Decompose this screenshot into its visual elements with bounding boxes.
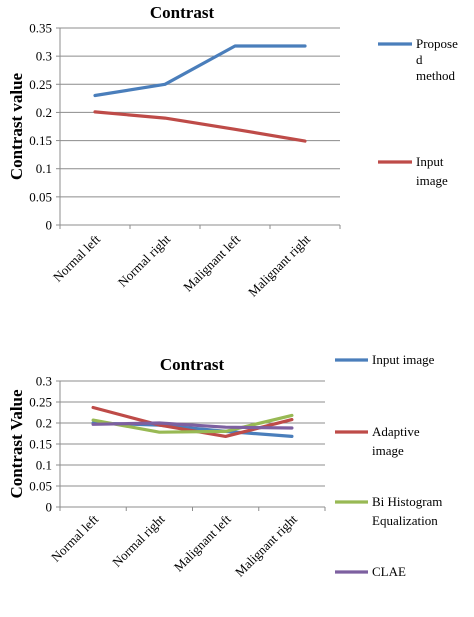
legend-label: Propose (416, 36, 458, 51)
y-tick-label: 0.1 (36, 161, 52, 176)
y-axis-label: Contrast value (7, 72, 26, 180)
y-tick-label: 0.1 (36, 458, 52, 473)
chart-1: Contrast Contrast value 0 0.05 0.1 0.15 0.2 0.2… (7, 3, 458, 300)
y-tick-label: 0 (46, 218, 53, 233)
y-tick-label: 0.25 (29, 395, 52, 410)
legend-label: d (416, 52, 423, 67)
y-tick-label: 0.3 (36, 374, 52, 389)
legend-label: Bi Histogram (372, 494, 442, 509)
series-line (93, 44, 307, 98)
legend-label: image (416, 173, 448, 188)
y-tick-label: 0.2 (36, 105, 52, 120)
y-tick-label: 0.15 (29, 437, 52, 452)
legend-label: image (372, 443, 404, 458)
y-axis-label: Contrast Value (7, 389, 26, 499)
series-line (91, 421, 294, 430)
legend-label: Input (416, 154, 444, 169)
x-tick-label: Malignant right (245, 231, 313, 299)
chart-2: Contrast Contrast Value 0 0.05 0.1 0.15 0.2 0.2… (7, 352, 442, 580)
y-tick-label: 0.05 (29, 189, 52, 204)
y-tick-label: 0.35 (29, 21, 52, 36)
y-tick-label: 0.25 (29, 77, 52, 92)
x-tick-label: Normal right (115, 231, 174, 290)
x-tick-label: Malignant left (180, 231, 243, 294)
series-line (93, 110, 307, 143)
legend-label: CLAE (372, 564, 406, 579)
x-tick-label: Malignant right (232, 511, 300, 579)
x-tick-label: Normal left (50, 231, 104, 285)
y-tick-label: 0.05 (29, 479, 52, 494)
x-tick-label: Malignant left (171, 511, 234, 574)
legend-label: method (416, 68, 455, 83)
x-tick-label: Normal right (109, 511, 168, 570)
series-line (91, 413, 294, 434)
y-tick-label: 0.15 (29, 133, 52, 148)
legend-label: Equalization (372, 513, 438, 528)
chart-title: Contrast (150, 3, 215, 22)
chart-title: Contrast (160, 355, 225, 374)
x-tick-label: Normal left (48, 511, 102, 565)
y-tick-label: 0.3 (36, 49, 52, 64)
y-tick-label: 0 (46, 500, 53, 515)
legend-label: Adaptive (372, 424, 420, 439)
legend-label: Input image (372, 352, 435, 367)
y-tick-label: 0.2 (36, 416, 52, 431)
